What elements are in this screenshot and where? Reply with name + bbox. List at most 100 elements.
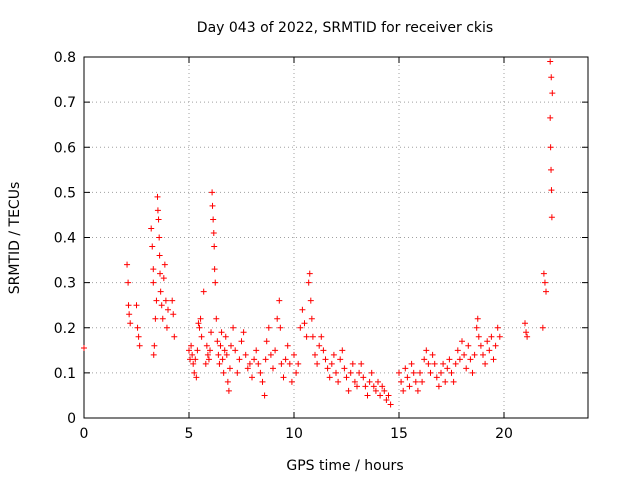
data-point (197, 315, 204, 322)
data-point (486, 347, 493, 354)
data-point (187, 356, 194, 363)
x-tick-label: 20 (495, 426, 513, 442)
y-tick-label: 0.4 (54, 231, 76, 247)
data-point (234, 369, 241, 376)
data-point (223, 351, 230, 358)
data-point (211, 243, 218, 250)
data-point (427, 369, 434, 376)
data-point (312, 351, 318, 358)
x-tick-label: 15 (390, 426, 408, 442)
data-point (221, 347, 228, 354)
data-point (320, 347, 327, 354)
data-point (492, 342, 499, 349)
data-point (159, 315, 166, 322)
data-point (372, 387, 379, 394)
data-point (209, 202, 216, 209)
data-point (307, 297, 314, 304)
data-point (276, 297, 283, 304)
data-point (366, 378, 373, 385)
axes: 0 5 10 15 20 0 0.1 0.2 0.3 0.4 0.5 0.6 0.7 0.8 (54, 50, 589, 442)
data-point (440, 360, 447, 367)
data-point (496, 333, 503, 340)
data-point (309, 333, 316, 340)
data-point (211, 266, 218, 273)
y-tick-label: 0.6 (54, 140, 76, 156)
data-point (150, 351, 157, 358)
data-point (202, 360, 209, 367)
data-point (219, 356, 226, 363)
data-point (549, 90, 556, 97)
data-point (547, 58, 554, 65)
x-tick-label: 5 (185, 426, 194, 442)
data-point (210, 229, 217, 236)
data-point (548, 187, 555, 194)
data-point (548, 74, 555, 81)
data-point (417, 369, 423, 376)
y-tick-label: 0.5 (54, 185, 76, 201)
data-point (461, 351, 468, 358)
data-point (383, 396, 390, 403)
data-point (150, 279, 157, 286)
data-point (425, 360, 432, 367)
data-point (368, 369, 375, 376)
data-point (263, 338, 270, 345)
data-point (274, 315, 281, 322)
data-point (196, 324, 203, 331)
data-point (207, 347, 213, 354)
data-points (81, 58, 556, 408)
data-point (345, 387, 352, 394)
data-point (356, 369, 363, 376)
data-point (165, 306, 171, 313)
data-point (488, 333, 495, 340)
data-point (442, 378, 449, 385)
data-point (347, 369, 354, 376)
data-point (270, 365, 276, 372)
data-point (225, 387, 232, 394)
data-point (152, 315, 159, 322)
data-point (316, 342, 323, 349)
data-point (448, 369, 455, 376)
data-point (226, 365, 233, 372)
data-point (251, 356, 258, 363)
data-point (387, 401, 394, 408)
data-point (412, 378, 419, 385)
data-point (375, 378, 381, 385)
data-point (205, 356, 212, 363)
data-point (541, 279, 548, 286)
data-point (224, 378, 231, 385)
data-point (335, 378, 342, 385)
data-point (148, 225, 155, 232)
data-point (540, 270, 547, 277)
data-point (431, 360, 438, 367)
data-point (539, 324, 546, 331)
data-point (291, 351, 297, 358)
data-point (125, 302, 132, 309)
data-point (212, 279, 219, 286)
data-point (81, 345, 87, 352)
chart-title: Day 043 of 2022, SRMTID for receiver cki… (197, 20, 493, 36)
data-point (358, 360, 365, 367)
data-point (547, 144, 554, 151)
data-point (150, 266, 157, 273)
data-point (240, 329, 247, 336)
data-point (475, 333, 482, 340)
data-point (156, 234, 163, 241)
data-point (477, 342, 484, 349)
x-axis-label: GPS time / hours (286, 458, 403, 474)
data-point (301, 320, 308, 327)
data-point (259, 378, 266, 385)
data-point (474, 315, 481, 322)
data-point (454, 347, 461, 354)
data-point (547, 114, 554, 121)
data-point (191, 369, 198, 376)
data-point (408, 360, 415, 367)
data-point (157, 288, 164, 295)
data-point (423, 347, 430, 354)
data-point (284, 342, 291, 349)
data-point (155, 216, 162, 223)
data-point (377, 392, 384, 399)
data-point (364, 392, 371, 399)
data-point (126, 311, 133, 318)
data-point (186, 347, 192, 354)
data-point (189, 351, 196, 358)
